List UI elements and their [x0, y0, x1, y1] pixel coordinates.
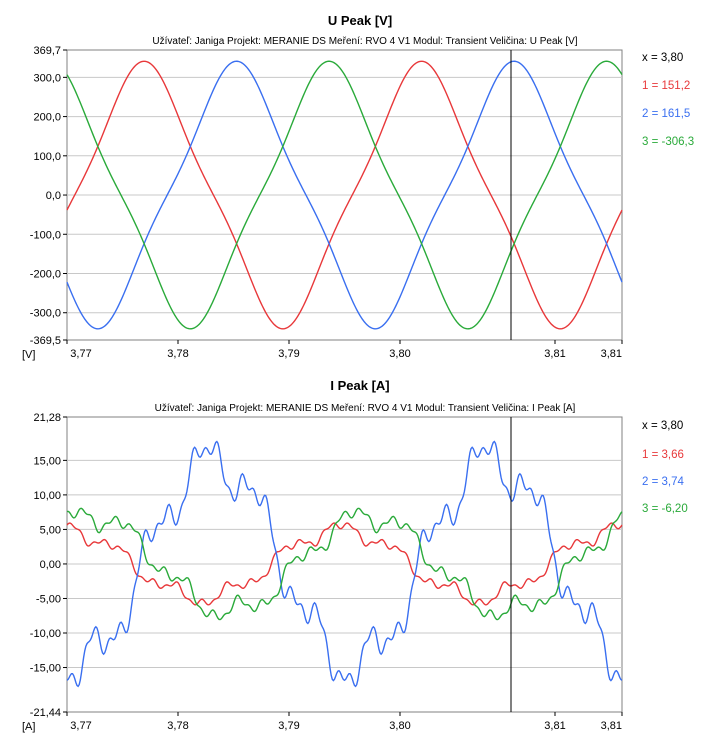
y-tick-label: -100,0 — [30, 229, 61, 241]
series-2-line — [66, 440, 623, 688]
x-tick-label: 3,81 — [544, 720, 565, 732]
y-tick-label: 5,00 — [40, 524, 61, 536]
grid-lines — [67, 76, 622, 314]
y-tick-label: 100,0 — [33, 151, 61, 163]
x-tick-label: 3,79 — [278, 720, 299, 732]
x-axis: 3,77 3,78 3,79 3,80 3,81 3,81 — [66, 712, 623, 732]
chart-meta: Užívateľ: Janiga Projekt: MERANIE DS Meř… — [155, 403, 576, 414]
series-3-line — [66, 60, 623, 330]
y-tick-label: 369,7 — [33, 45, 61, 57]
x-tick-label: 3,78 — [167, 348, 188, 360]
y-tick-label: 200,0 — [33, 112, 61, 124]
series-3-line — [66, 507, 623, 621]
legend-entry-2: 2 = 161,5 — [642, 108, 690, 120]
chart-title: U Peak [V] — [328, 13, 392, 28]
y-axis: 369,7 300,0 200,0 100,0 0,0 -100,0 -200,0 -300,… — [30, 45, 67, 347]
y-tick-label: -300,0 — [30, 308, 61, 320]
chart-title: I Peak [A] — [330, 378, 389, 393]
legend-entry-1: 1 = 151,2 — [642, 80, 690, 92]
series-2-line — [66, 60, 623, 330]
y-tick-label: 0,00 — [40, 559, 61, 571]
y-tick-label: 21,28 — [33, 412, 61, 424]
series-1-line — [66, 522, 623, 606]
y-tick-label: -15,00 — [30, 663, 61, 675]
legend-entry-1: 1 = 3,66 — [642, 449, 684, 461]
y-tick-label: 300,0 — [33, 72, 61, 84]
series-group — [66, 60, 623, 330]
y-unit-label: [V] — [22, 349, 35, 361]
legend-entry-3: 3 = -306,3 — [642, 136, 694, 148]
x-tick-label: 3,77 — [70, 348, 91, 360]
x-tick-label: 3,79 — [278, 348, 299, 360]
x-axis: 3,77 3,78 3,79 3,80 3,81 3,81 — [66, 340, 623, 360]
legend: x = 3,80 1 = 3,66 2 = 3,74 3 = -6,20 — [642, 420, 688, 515]
y-tick-label: 10,00 — [33, 490, 61, 502]
x-tick-label: 3,78 — [167, 720, 188, 732]
x-tick-label: 3,81 — [601, 348, 622, 360]
series-group — [66, 440, 623, 688]
y-tick-label: -10,00 — [30, 628, 61, 640]
legend-entry-2: 2 = 3,74 — [642, 476, 684, 488]
y-tick-label: -21,44 — [30, 707, 61, 719]
chart-i-peak: I Peak [A] Užívateľ: Janiga Projekt: MER… — [22, 378, 688, 733]
y-unit-label: [A] — [22, 721, 35, 733]
y-tick-label: -369,5 — [30, 335, 61, 347]
x-tick-label: 3,81 — [601, 720, 622, 732]
grid-lines — [67, 459, 622, 669]
legend-entry-3: 3 = -6,20 — [642, 503, 688, 515]
x-tick-label: 3,80 — [389, 720, 410, 732]
y-tick-label: -200,0 — [30, 269, 61, 281]
chart-u-peak: U Peak [V] Užívateľ: Janiga Projekt: MER… — [22, 13, 694, 361]
series-1-line — [66, 60, 623, 330]
legend-cursor-x: x = 3,80 — [642, 52, 683, 64]
y-tick-label: 15,00 — [33, 455, 61, 467]
x-tick-label: 3,77 — [70, 720, 91, 732]
x-tick-label: 3,81 — [544, 348, 565, 360]
chart-meta: Užívateľ: Janiga Projekt: MERANIE DS Meř… — [152, 36, 577, 47]
x-tick-label: 3,80 — [389, 348, 410, 360]
y-axis: 21,28 15,00 10,00 5,00 0,00 -5,00 -10,00 -15,00… — [30, 412, 67, 719]
legend-cursor-x: x = 3,80 — [642, 420, 683, 432]
y-tick-label: -5,00 — [36, 593, 61, 605]
plot-area — [66, 416, 623, 713]
legend: x = 3,80 1 = 151,2 2 = 161,5 3 = -306,3 — [642, 52, 694, 148]
y-tick-label: 0,0 — [46, 190, 61, 202]
